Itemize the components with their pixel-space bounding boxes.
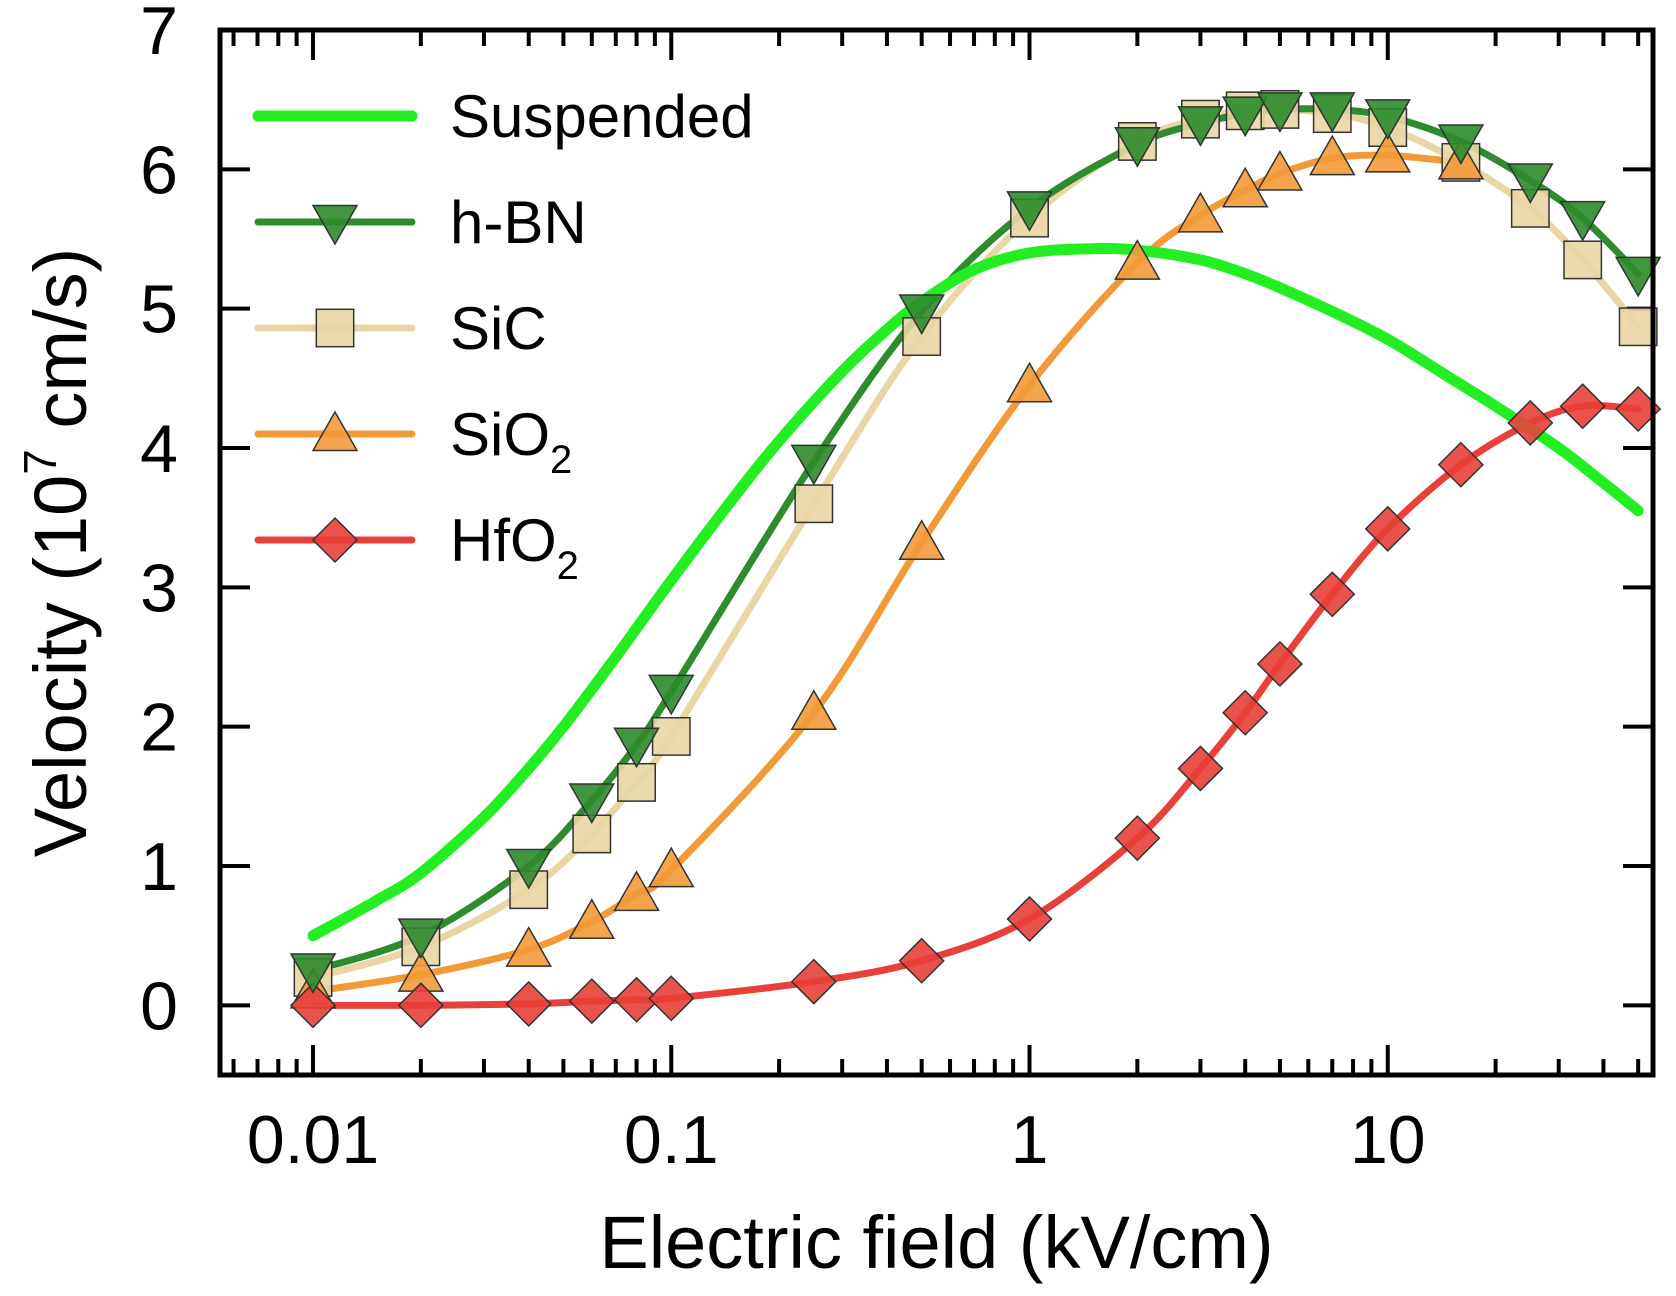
data-point-sio2: [647, 846, 695, 888]
data-point-sio2: [790, 689, 838, 730]
data-point-hfo2: [289, 982, 337, 1029]
legend-label-sic: SiC: [450, 295, 547, 362]
data-point-hfo2: [648, 975, 695, 1022]
data-point-sio2: [1221, 166, 1269, 208]
data-point-hfo2: [790, 958, 837, 1005]
data-point-h-bn: [1559, 200, 1606, 242]
data-point-sio2: [1364, 131, 1412, 173]
y-tick-label: 0: [140, 968, 178, 1044]
series-line-hfo2: [309, 402, 1642, 1009]
y-tick-label: 7: [140, 0, 178, 69]
data-point-sio2: [898, 519, 945, 560]
x-tick-label: 0.01: [247, 1102, 379, 1178]
data-point-sio2: [1177, 191, 1224, 233]
legend-label-hfo2: HfO2: [450, 507, 579, 588]
data-point-hfo2: [898, 937, 945, 984]
data-point-h-bn: [505, 848, 552, 890]
data-point-sio2: [568, 898, 616, 939]
data-point-hfo2: [397, 982, 444, 1029]
data-point-hfo2: [1006, 895, 1053, 943]
legend-label-h-bn: h-BN: [450, 189, 587, 256]
data-point-h-bn: [1437, 124, 1485, 165]
data-point-hfo2: [505, 980, 552, 1028]
legend-marker-h-bn: [311, 204, 359, 246]
legend-item-suspended: Suspended: [252, 83, 754, 150]
data-point-hfo2: [1364, 505, 1411, 552]
plot-frame: [217, 27, 1656, 1078]
legend-item-sic: SiC: [254, 295, 547, 362]
data-point-h-bn: [568, 783, 616, 825]
data-point-sio2: [1006, 361, 1053, 403]
data-point-h-bn: [397, 918, 445, 960]
data-point-h-bn: [1221, 96, 1269, 138]
data-point-hfo2: [1222, 689, 1269, 736]
data-point-hfo2: [1559, 383, 1606, 430]
data-point-h-bn: [1006, 191, 1053, 232]
data-point-h-bn: [1256, 92, 1304, 133]
x-axis-title: Electric field (kV/cm): [599, 1201, 1273, 1284]
data-point-h-bn: [1614, 256, 1662, 298]
y-tick-label: 3: [140, 550, 178, 626]
data-point-h-bn: [647, 674, 695, 716]
data-point-hfo2: [1256, 640, 1303, 688]
legend-label-sio2: SiO2: [450, 401, 572, 482]
data-point-h-bn: [790, 444, 838, 486]
data-point-h-bn: [289, 953, 337, 995]
data-point-hfo2: [1437, 441, 1484, 488]
data-point-h-bn: [1507, 163, 1554, 204]
legend-label-suspended: Suspended: [450, 83, 754, 150]
legend-marker-hfo2: [311, 516, 359, 564]
data-point-sic: [1563, 240, 1603, 280]
x-tick-label: 10: [1350, 1102, 1426, 1178]
data-point-h-bn: [898, 294, 945, 335]
data-point-sic: [794, 484, 834, 524]
tick-labels: 0.01 0.1 1 10 0 1 2 3 4 5 6 7: [140, 0, 1425, 1178]
data-point-sio2: [505, 926, 552, 967]
x-tick-label: 0.1: [624, 1102, 719, 1178]
data-point-hfo2: [1177, 745, 1224, 792]
series-markers: [289, 89, 1662, 1029]
y-tick-label: 6: [140, 132, 178, 208]
data-point-sio2: [1308, 134, 1356, 176]
data-point-hfo2: [1507, 399, 1554, 446]
y-axis-title: Velocity (107 cm/s): [14, 248, 102, 858]
legend-item-h-bn: h-BN: [254, 189, 587, 256]
y-tick-label: 5: [140, 272, 178, 348]
y-tick-label: 2: [140, 690, 178, 766]
legend: Suspended h-BN SiC SiO2 HfO2: [252, 83, 754, 588]
data-point-h-bn: [613, 727, 660, 769]
series-line-suspended: [307, 243, 1644, 942]
y-tick-label: 4: [140, 411, 178, 487]
data-point-sio2: [613, 870, 660, 912]
x-tick-label: 1: [1011, 1102, 1049, 1178]
y-axis-title-unit: cm/s): [19, 248, 102, 449]
data-point-h-bn: [1177, 106, 1224, 147]
legend-item-sio2: SiO2: [254, 401, 572, 482]
data-point-sic: [617, 762, 656, 802]
data-point-sio2: [1256, 150, 1304, 191]
data-point-sic: [1510, 188, 1550, 228]
data-point-hfo2: [1309, 571, 1356, 618]
data-point-h-bn: [1364, 99, 1412, 140]
legend-item-hfo2: HfO2: [254, 507, 579, 588]
data-point-h-bn: [1308, 92, 1356, 133]
y-axis-title-main: Velocity (10: [19, 475, 102, 858]
legend-marker-sio2: [311, 410, 359, 452]
data-point-sic: [651, 716, 691, 756]
data-point-h-bn: [1114, 127, 1161, 168]
y-tick-label: 1: [140, 829, 178, 905]
y-axis-title-exponent: 7: [14, 449, 66, 475]
legend-marker-sic: [315, 308, 355, 348]
data-point-hfo2: [568, 978, 615, 1025]
data-point-hfo2: [1114, 815, 1161, 862]
data-point-sio2: [1114, 239, 1161, 280]
data-point-hfo2: [613, 976, 660, 1023]
